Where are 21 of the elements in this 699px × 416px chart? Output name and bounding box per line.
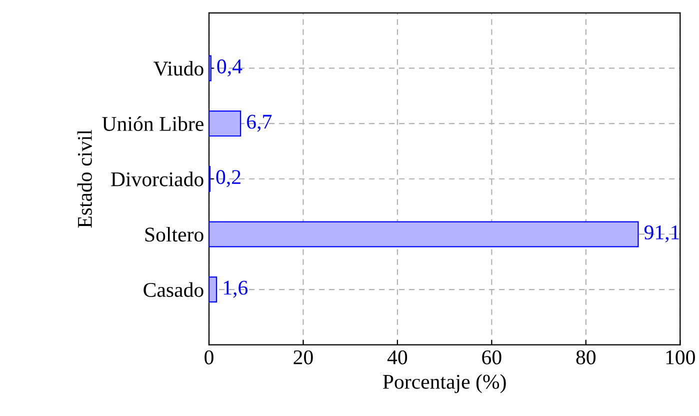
x-tick-label: 0: [204, 350, 214, 364]
data-label: 6,7: [247, 114, 272, 132]
y-tick-label: Unión Libre: [102, 116, 204, 131]
data-label: 0,2: [216, 170, 240, 188]
bar: [209, 221, 639, 248]
bar: [209, 276, 218, 303]
x-tick-label: 20: [294, 350, 313, 364]
y-tick-label: Casado: [144, 282, 204, 297]
x-tick-label: 100: [666, 350, 695, 364]
data-label: 91,1: [644, 225, 679, 242]
y-axis-title: Estado civil: [77, 130, 92, 228]
data-label: 1,6: [224, 280, 248, 298]
data-label: 0,4: [217, 59, 242, 76]
x-tick-label: 60: [482, 350, 502, 364]
y-tick-label: Viudo: [154, 60, 204, 76]
y-tick-label: Soltero: [145, 226, 204, 242]
bar: [209, 110, 242, 137]
y-tick-label: Divorciado: [111, 172, 204, 186]
x-axis-title: Porcentaje (%): [382, 374, 506, 394]
x-tick-label: 40: [387, 350, 408, 364]
x-tick-label: 80: [576, 350, 596, 364]
